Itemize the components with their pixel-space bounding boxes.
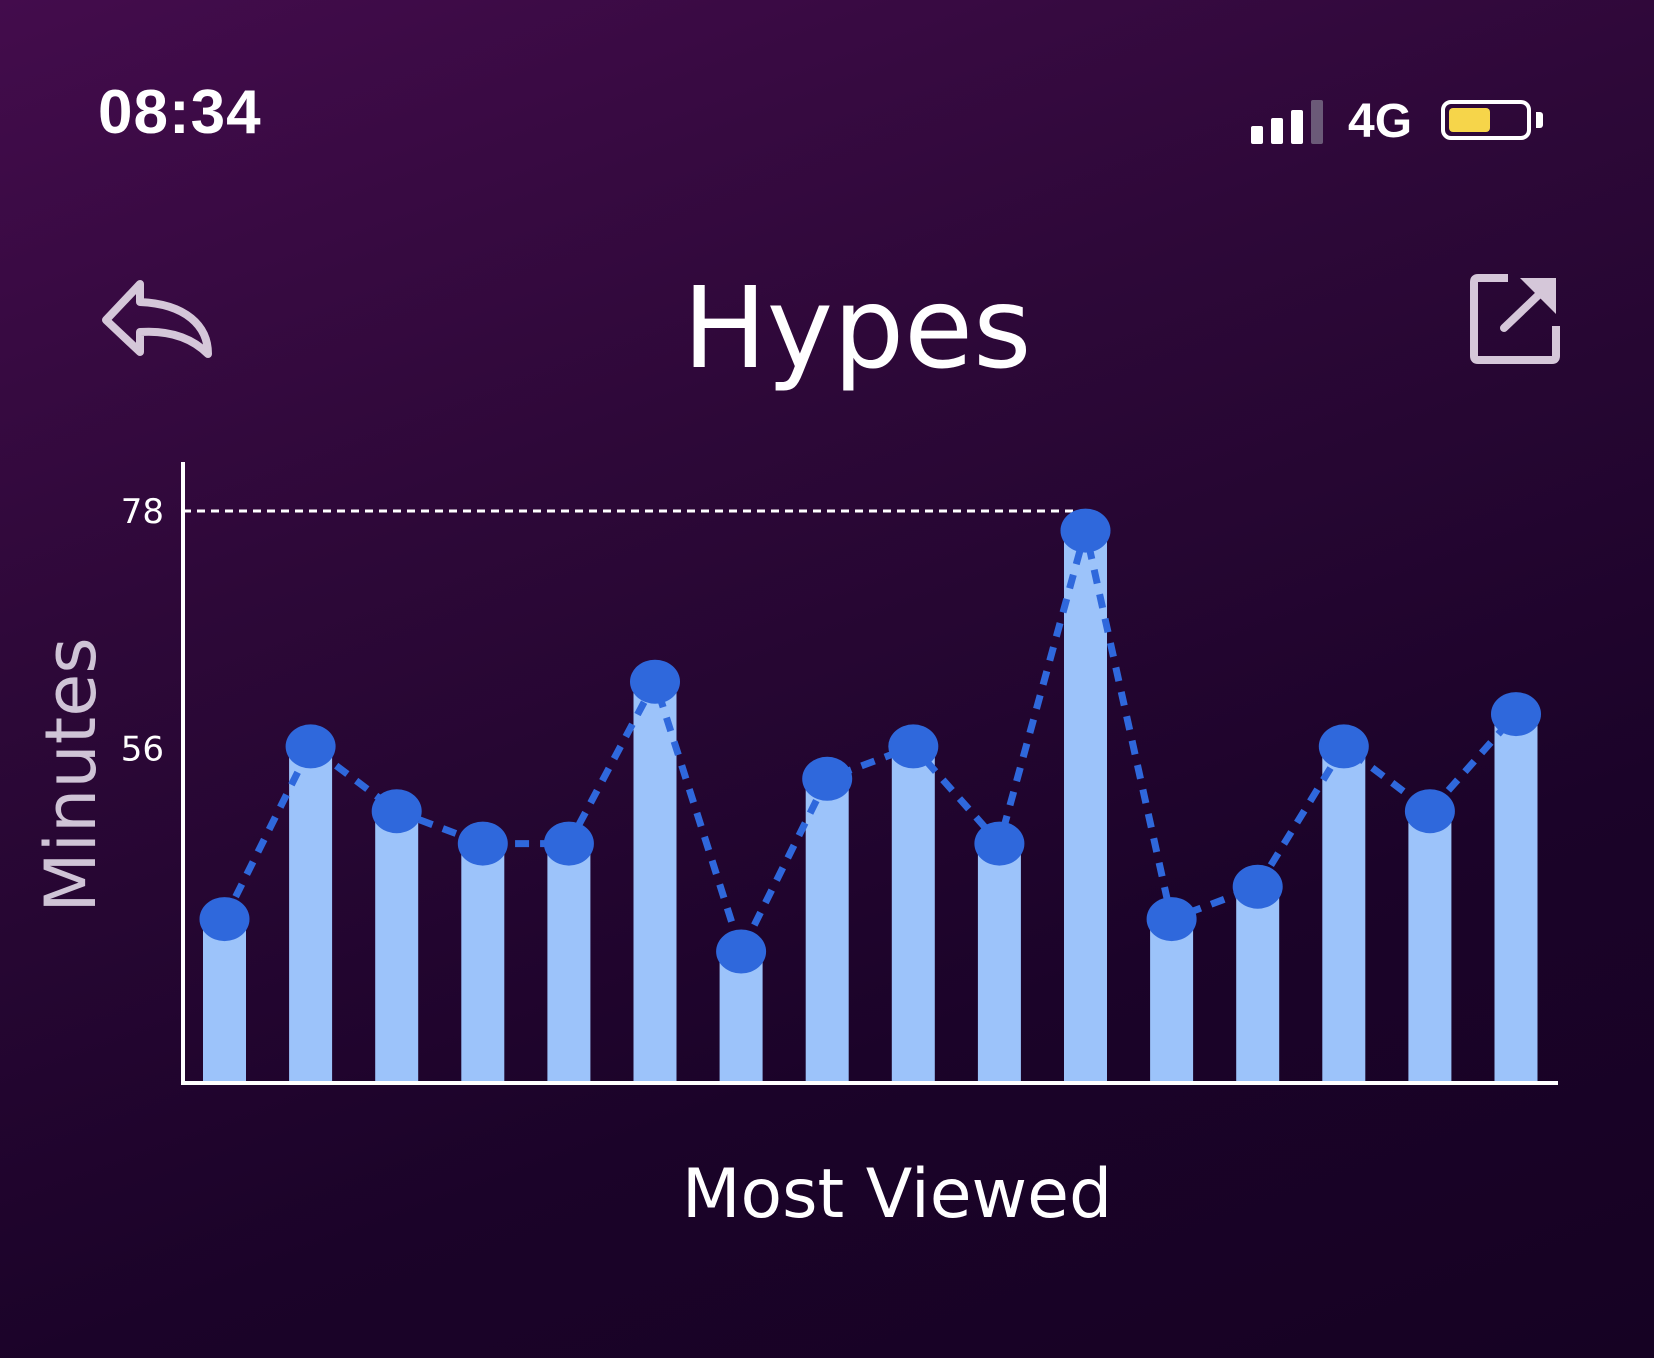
bar xyxy=(719,953,763,1083)
bar xyxy=(1150,921,1194,1083)
battery-fill xyxy=(1449,108,1490,132)
data-point xyxy=(1146,897,1197,942)
signal-bar xyxy=(1291,110,1303,144)
y-tick-label: 56 xyxy=(121,729,164,769)
share-external-icon[interactable] xyxy=(1470,274,1560,364)
x-axis-title: Most Viewed xyxy=(681,1155,1113,1234)
data-point xyxy=(543,821,594,866)
bar xyxy=(1236,888,1280,1083)
page-title: Hypes xyxy=(682,264,1032,394)
battery-icon xyxy=(1441,100,1531,140)
cellular-signal-icon xyxy=(1251,98,1323,144)
back-arrow-icon[interactable] xyxy=(100,280,216,360)
data-point xyxy=(630,659,680,704)
signal-bar xyxy=(1251,126,1263,144)
bar xyxy=(1322,748,1366,1083)
series-line xyxy=(221,527,1519,955)
y-axis-title: Minutes xyxy=(30,637,112,913)
bar xyxy=(375,813,419,1083)
data-point xyxy=(888,724,939,769)
data-point xyxy=(371,789,422,834)
bar xyxy=(891,748,935,1083)
data-point xyxy=(285,724,336,769)
bar xyxy=(633,683,677,1083)
bar xyxy=(547,845,591,1083)
data-point xyxy=(1060,508,1111,553)
data-point xyxy=(1318,724,1369,769)
y-tick-label: 78 xyxy=(121,492,164,532)
data-point xyxy=(716,929,767,974)
data-point xyxy=(802,756,853,801)
data-point xyxy=(199,897,250,942)
data-point xyxy=(457,821,508,866)
bar xyxy=(461,845,505,1083)
bar xyxy=(1494,716,1538,1083)
status-time: 08:34 xyxy=(98,78,262,147)
data-point xyxy=(1232,864,1283,909)
chart-layer: 56 78 Minutes xyxy=(30,462,1558,1085)
data-point xyxy=(1491,692,1541,737)
bar xyxy=(1064,532,1107,1083)
bar xyxy=(203,921,246,1083)
network-label: 4G xyxy=(1348,95,1413,148)
bar xyxy=(977,845,1021,1083)
signal-bar xyxy=(1311,100,1323,144)
signal-bar xyxy=(1271,118,1283,144)
bar xyxy=(805,780,849,1083)
bar xyxy=(1408,813,1452,1083)
data-point xyxy=(1404,789,1455,834)
battery-tip xyxy=(1536,112,1543,128)
data-point xyxy=(974,821,1025,866)
bar xyxy=(289,748,333,1083)
